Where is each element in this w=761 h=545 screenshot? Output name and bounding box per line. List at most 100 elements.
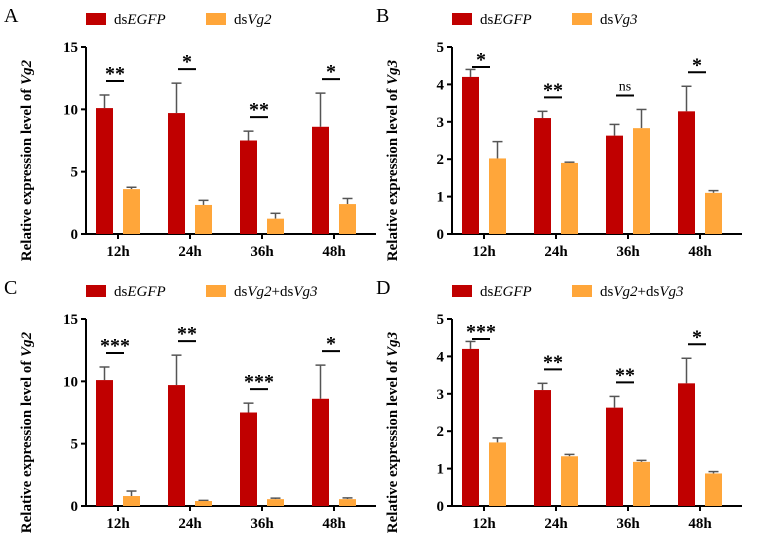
legend-swatch — [452, 13, 472, 25]
legend-label: dsEGFP — [114, 12, 166, 28]
legend-swatch — [86, 285, 106, 297]
x-tick-label: 48h — [688, 516, 712, 532]
legend-swatch — [86, 13, 106, 25]
significance-label: ** — [543, 79, 563, 101]
bar-egfp-36h — [240, 412, 257, 506]
significance-label: ** — [615, 364, 635, 386]
y-tick-label: 4 — [437, 77, 445, 93]
x-tick-label: 12h — [472, 244, 496, 260]
y-tick-label: 3 — [437, 115, 445, 131]
panel-letter: A — [4, 5, 19, 27]
bar-vg2-24h — [195, 204, 212, 234]
y-tick-label: 5 — [437, 312, 445, 328]
bar-egfp-36h — [606, 407, 623, 506]
legend-swatch — [452, 285, 472, 297]
x-tick-label: 24h — [178, 516, 202, 532]
bar-egfp-24h — [168, 113, 185, 234]
y-tick-label: 1 — [437, 190, 445, 206]
y-tick-label: 0 — [71, 227, 79, 243]
y-tick-label: 2 — [437, 424, 445, 440]
legend-label: dsEGFP — [114, 284, 166, 300]
y-tick-label: 5 — [437, 40, 445, 56]
x-tick-label: 36h — [616, 516, 640, 532]
panel-letter: D — [376, 277, 390, 299]
legend-label: dsEGFP — [480, 284, 532, 300]
y-tick-label: 10 — [63, 102, 78, 118]
y-tick-label: 0 — [437, 227, 445, 243]
y-tick-label: 0 — [437, 499, 445, 515]
y-tick-label: 5 — [71, 437, 79, 453]
bar-vg2+dsvg3-24h — [561, 456, 578, 506]
significance-label: * — [692, 54, 702, 76]
x-tick-label: 12h — [106, 244, 130, 260]
significance-label: *** — [100, 335, 130, 357]
y-axis-label: Relative expression level of Vg2 — [19, 331, 35, 533]
bar-egfp-48h — [312, 398, 329, 506]
bar-vg2-36h — [267, 218, 284, 234]
legend-swatch — [206, 285, 226, 297]
significance-label: * — [326, 333, 336, 355]
significance-label: * — [182, 51, 192, 73]
bar-vg2+dsvg3-12h — [489, 442, 506, 506]
bar-vg2+dsvg3-24h — [195, 501, 212, 506]
bar-egfp-12h — [96, 108, 113, 234]
bar-egfp-24h — [534, 390, 551, 506]
bar-egfp-12h — [462, 348, 479, 506]
bar-egfp-36h — [240, 140, 257, 234]
y-axis-label: Relative expression level of Vg3 — [385, 331, 401, 533]
significance-label: * — [692, 326, 702, 348]
significance-label: * — [476, 49, 486, 71]
y-tick-label: 4 — [437, 349, 445, 365]
legend-swatch — [572, 285, 592, 297]
bar-vg3-48h — [705, 192, 722, 234]
legend-label: dsEGFP — [480, 12, 532, 28]
legend-swatch — [206, 13, 226, 25]
y-axis-label: Relative expression level of Vg2 — [19, 59, 35, 261]
legend-label: dsVg2+dsVg3 — [234, 284, 317, 300]
bar-egfp-36h — [606, 135, 623, 234]
bar-vg2-48h — [339, 204, 356, 234]
y-tick-label: 3 — [437, 387, 445, 403]
x-tick-label: 48h — [688, 244, 712, 260]
x-tick-label: 12h — [106, 516, 130, 532]
y-tick-label: 5 — [71, 165, 79, 181]
bar-vg3-36h — [633, 128, 650, 234]
legend-label: dsVg3 — [600, 12, 638, 28]
y-tick-label: 15 — [63, 312, 78, 328]
significance-label: *** — [466, 321, 496, 343]
bar-egfp-12h — [96, 380, 113, 506]
x-tick-label: 48h — [322, 244, 346, 260]
bar-egfp-48h — [312, 126, 329, 234]
panel-letter: B — [376, 5, 389, 27]
bar-vg2+dsvg3-48h — [705, 473, 722, 506]
bar-vg2+dsvg3-36h — [267, 499, 284, 506]
legend-swatch — [572, 13, 592, 25]
significance-label: ** — [543, 351, 563, 373]
x-tick-label: 24h — [544, 516, 568, 532]
y-tick-label: 0 — [71, 499, 79, 515]
bar-vg2+dsvg3-36h — [633, 461, 650, 506]
significance-label: *** — [244, 371, 274, 393]
y-tick-label: 10 — [63, 374, 78, 390]
y-tick-label: 15 — [63, 40, 78, 56]
bar-egfp-48h — [678, 383, 695, 506]
x-tick-label: 24h — [178, 244, 202, 260]
y-tick-label: 1 — [437, 462, 445, 478]
bar-vg2+dsvg3-12h — [123, 496, 140, 506]
bar-egfp-24h — [534, 118, 551, 234]
x-tick-label: 48h — [322, 516, 346, 532]
significance-label: ** — [105, 63, 125, 85]
bar-egfp-12h — [462, 76, 479, 234]
y-tick-label: 2 — [437, 152, 445, 168]
bar-vg3-12h — [489, 158, 506, 234]
bar-vg2+dsvg3-48h — [339, 499, 356, 506]
x-tick-label: 36h — [250, 516, 274, 532]
panel-letter: C — [4, 277, 17, 299]
bar-egfp-48h — [678, 111, 695, 234]
x-tick-label: 12h — [472, 516, 496, 532]
